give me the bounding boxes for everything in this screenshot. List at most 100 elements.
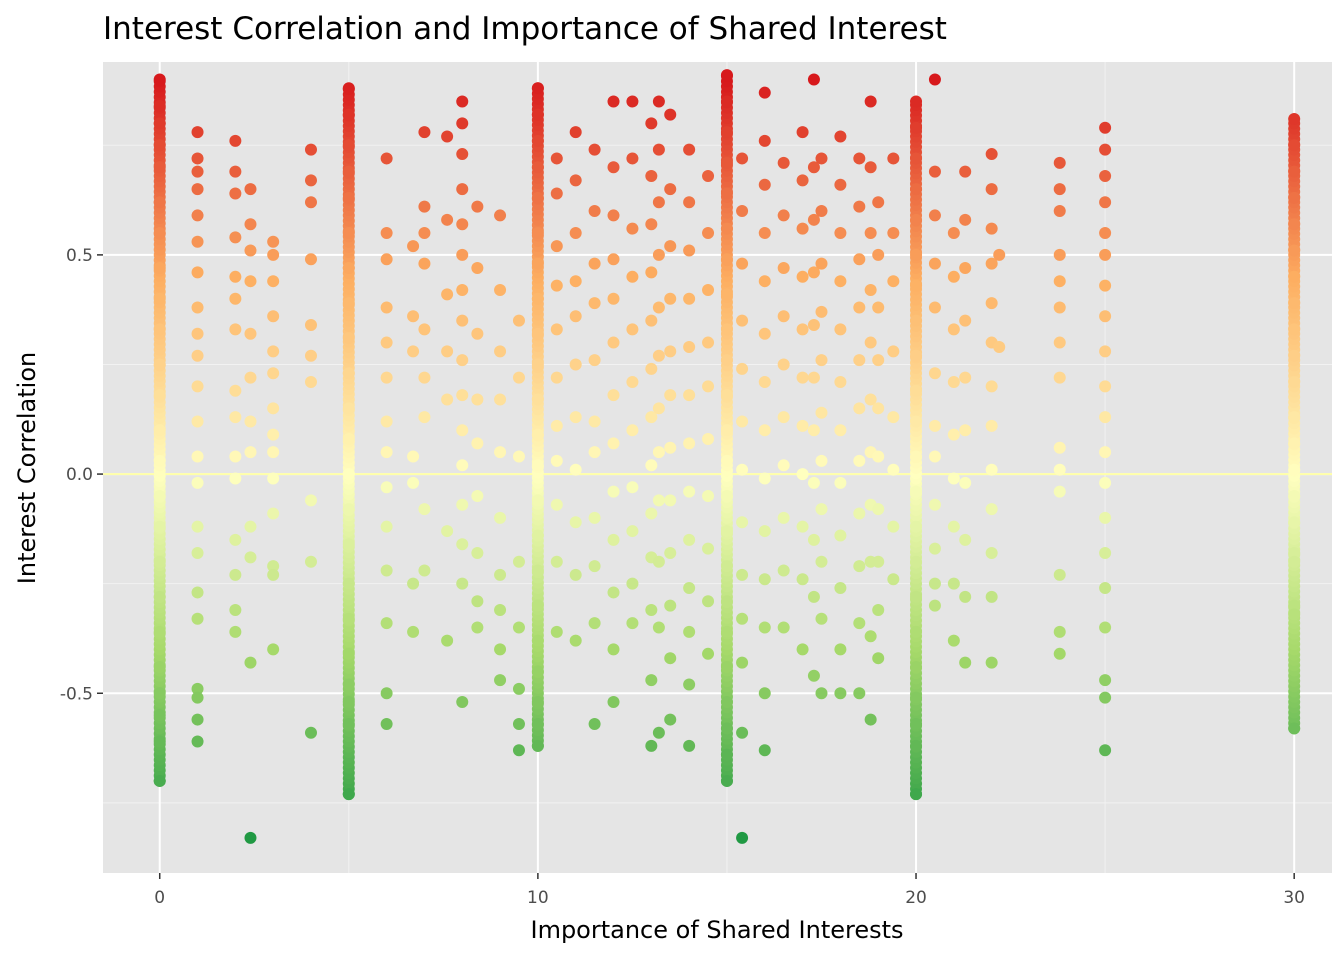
data-point bbox=[441, 345, 454, 358]
data-point bbox=[380, 152, 393, 165]
data-point bbox=[342, 226, 355, 239]
data-point bbox=[380, 301, 393, 314]
data-point bbox=[777, 358, 790, 371]
data-point bbox=[342, 297, 355, 310]
data-point bbox=[456, 283, 469, 296]
data-point bbox=[720, 454, 733, 467]
y-axis-ticks: -0.5 0.0 0.5 bbox=[60, 246, 103, 704]
data-point bbox=[304, 143, 317, 156]
data-point bbox=[853, 152, 866, 165]
data-point bbox=[720, 660, 733, 673]
data-point bbox=[550, 187, 563, 200]
data-point bbox=[815, 305, 828, 318]
data-point bbox=[191, 349, 204, 362]
data-point bbox=[758, 376, 771, 389]
data-point bbox=[864, 95, 877, 108]
data-point bbox=[342, 402, 355, 415]
data-point bbox=[652, 301, 665, 314]
data-point bbox=[267, 472, 280, 485]
data-point bbox=[853, 253, 866, 266]
data-point bbox=[229, 450, 242, 463]
data-point bbox=[531, 696, 544, 709]
y-tick-label: -0.5 bbox=[60, 684, 93, 704]
data-point bbox=[588, 257, 601, 270]
data-point bbox=[153, 709, 166, 722]
data-point bbox=[1053, 301, 1066, 314]
data-point bbox=[910, 625, 923, 638]
data-point bbox=[683, 739, 696, 752]
data-point bbox=[1288, 437, 1301, 450]
chart-title: Interest Correlation and Importance of S… bbox=[103, 11, 947, 47]
data-point bbox=[910, 555, 923, 568]
x-axis-ticks: 0 10 20 30 bbox=[154, 873, 1305, 908]
data-point bbox=[985, 546, 998, 559]
data-point bbox=[153, 73, 166, 86]
data-point bbox=[664, 389, 677, 402]
data-point bbox=[947, 323, 960, 336]
data-point bbox=[418, 503, 431, 516]
data-point bbox=[418, 200, 431, 213]
data-point bbox=[153, 489, 166, 502]
data-point bbox=[702, 169, 715, 182]
data-point bbox=[342, 165, 355, 178]
data-point bbox=[853, 560, 866, 573]
data-point bbox=[229, 384, 242, 397]
data-point bbox=[153, 139, 166, 152]
data-point bbox=[910, 183, 923, 196]
data-point bbox=[531, 257, 544, 270]
data-point bbox=[244, 275, 257, 288]
data-point bbox=[652, 95, 665, 108]
data-point bbox=[1288, 297, 1301, 310]
data-point bbox=[985, 148, 998, 161]
data-point bbox=[304, 174, 317, 187]
data-point bbox=[626, 424, 639, 437]
data-point bbox=[342, 262, 355, 275]
data-point bbox=[807, 266, 820, 279]
data-point bbox=[720, 288, 733, 301]
data-point bbox=[1099, 196, 1112, 209]
data-point bbox=[229, 625, 242, 638]
data-point bbox=[494, 345, 507, 358]
data-point bbox=[664, 713, 677, 726]
data-point bbox=[985, 297, 998, 310]
data-point bbox=[1288, 191, 1301, 204]
data-point bbox=[531, 717, 544, 730]
data-point bbox=[720, 424, 733, 437]
data-point bbox=[910, 717, 923, 730]
data-point bbox=[777, 564, 790, 577]
data-point bbox=[1053, 336, 1066, 349]
data-point bbox=[910, 248, 923, 261]
data-point bbox=[626, 617, 639, 630]
data-point bbox=[153, 292, 166, 305]
data-point bbox=[407, 310, 420, 323]
data-point bbox=[407, 450, 420, 463]
data-point bbox=[531, 428, 544, 441]
x-tick-label: 20 bbox=[905, 888, 927, 908]
data-point bbox=[244, 415, 257, 428]
data-point bbox=[531, 161, 544, 174]
data-point bbox=[985, 257, 998, 270]
data-point bbox=[304, 376, 317, 389]
data-point bbox=[531, 459, 544, 472]
data-point bbox=[872, 196, 885, 209]
data-point bbox=[342, 647, 355, 660]
data-point bbox=[153, 161, 166, 174]
data-point bbox=[664, 183, 677, 196]
data-point bbox=[1288, 546, 1301, 559]
data-point bbox=[456, 538, 469, 551]
data-point bbox=[342, 577, 355, 590]
data-point bbox=[720, 625, 733, 638]
data-point bbox=[834, 529, 847, 542]
data-point bbox=[626, 323, 639, 336]
data-point bbox=[607, 643, 620, 656]
data-point bbox=[652, 349, 665, 362]
data-point bbox=[588, 354, 601, 367]
data-point bbox=[380, 415, 393, 428]
data-point bbox=[229, 292, 242, 305]
data-point bbox=[758, 573, 771, 586]
data-point bbox=[864, 393, 877, 406]
data-point bbox=[471, 437, 484, 450]
data-point bbox=[796, 468, 809, 481]
data-point bbox=[928, 165, 941, 178]
data-point bbox=[796, 573, 809, 586]
